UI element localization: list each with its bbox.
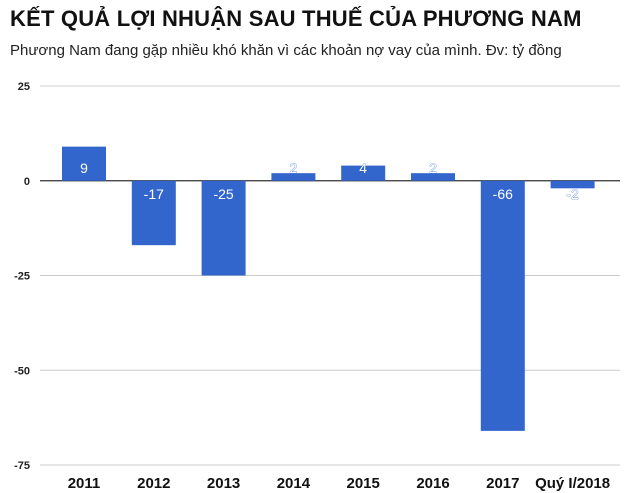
x-category-label: Quý I/2018 xyxy=(535,475,610,492)
bar-2016 xyxy=(411,173,455,181)
bar-data-label: -25 xyxy=(213,186,233,202)
bars xyxy=(62,146,595,431)
bar-data-label: 2 xyxy=(429,160,437,176)
x-category-label: 2011 xyxy=(68,475,101,492)
x-category-label: 2013 xyxy=(207,475,240,492)
bar-2017 xyxy=(480,180,525,431)
y-tick-label: -50 xyxy=(14,365,30,377)
grid-lines xyxy=(40,85,620,466)
bar-data-label: 9 xyxy=(80,160,88,176)
y-tick-label: 0 xyxy=(24,176,30,188)
bar-data-label: 4 xyxy=(359,160,367,176)
chart-subtitle: Phương Nam đang gặp nhiều khó khăn vì cá… xyxy=(10,42,562,59)
x-category-label: 2012 xyxy=(137,475,170,492)
x-category-label: 2014 xyxy=(277,475,311,492)
bar-data-label: -2 xyxy=(566,186,579,202)
y-tick-label: -75 xyxy=(14,460,30,472)
data-labels: 9 -17 -25 2 4 2 -66 -2 xyxy=(80,159,580,202)
y-tick-label: -25 xyxy=(14,271,30,283)
bar-2015 xyxy=(341,165,386,181)
chart-title: KẾT QUẢ LỢI NHUẬN SAU THUẾ CỦA PHƯƠNG NA… xyxy=(10,6,582,31)
bar-qu-i-2018 xyxy=(550,180,595,189)
x-category-label: 2016 xyxy=(416,475,449,492)
y-axis-ticks: 25 0 -25 -50 -75 xyxy=(14,81,30,472)
bar-data-label: 2 xyxy=(290,160,298,176)
x-axis-labels: 2011 2012 2013 2014 2015 2016 2017 Quý I/2018 xyxy=(68,475,610,492)
x-category-label: 2015 xyxy=(347,475,380,492)
bar-data-label: -17 xyxy=(144,186,164,202)
bar-data-label: -66 xyxy=(493,186,513,202)
bar-2012 xyxy=(131,180,176,246)
bar-2013 xyxy=(201,180,246,276)
y-tick-label: 25 xyxy=(18,81,30,93)
x-category-label: 2017 xyxy=(486,475,519,492)
bar-2011 xyxy=(62,146,106,181)
bar-2014 xyxy=(271,173,316,181)
